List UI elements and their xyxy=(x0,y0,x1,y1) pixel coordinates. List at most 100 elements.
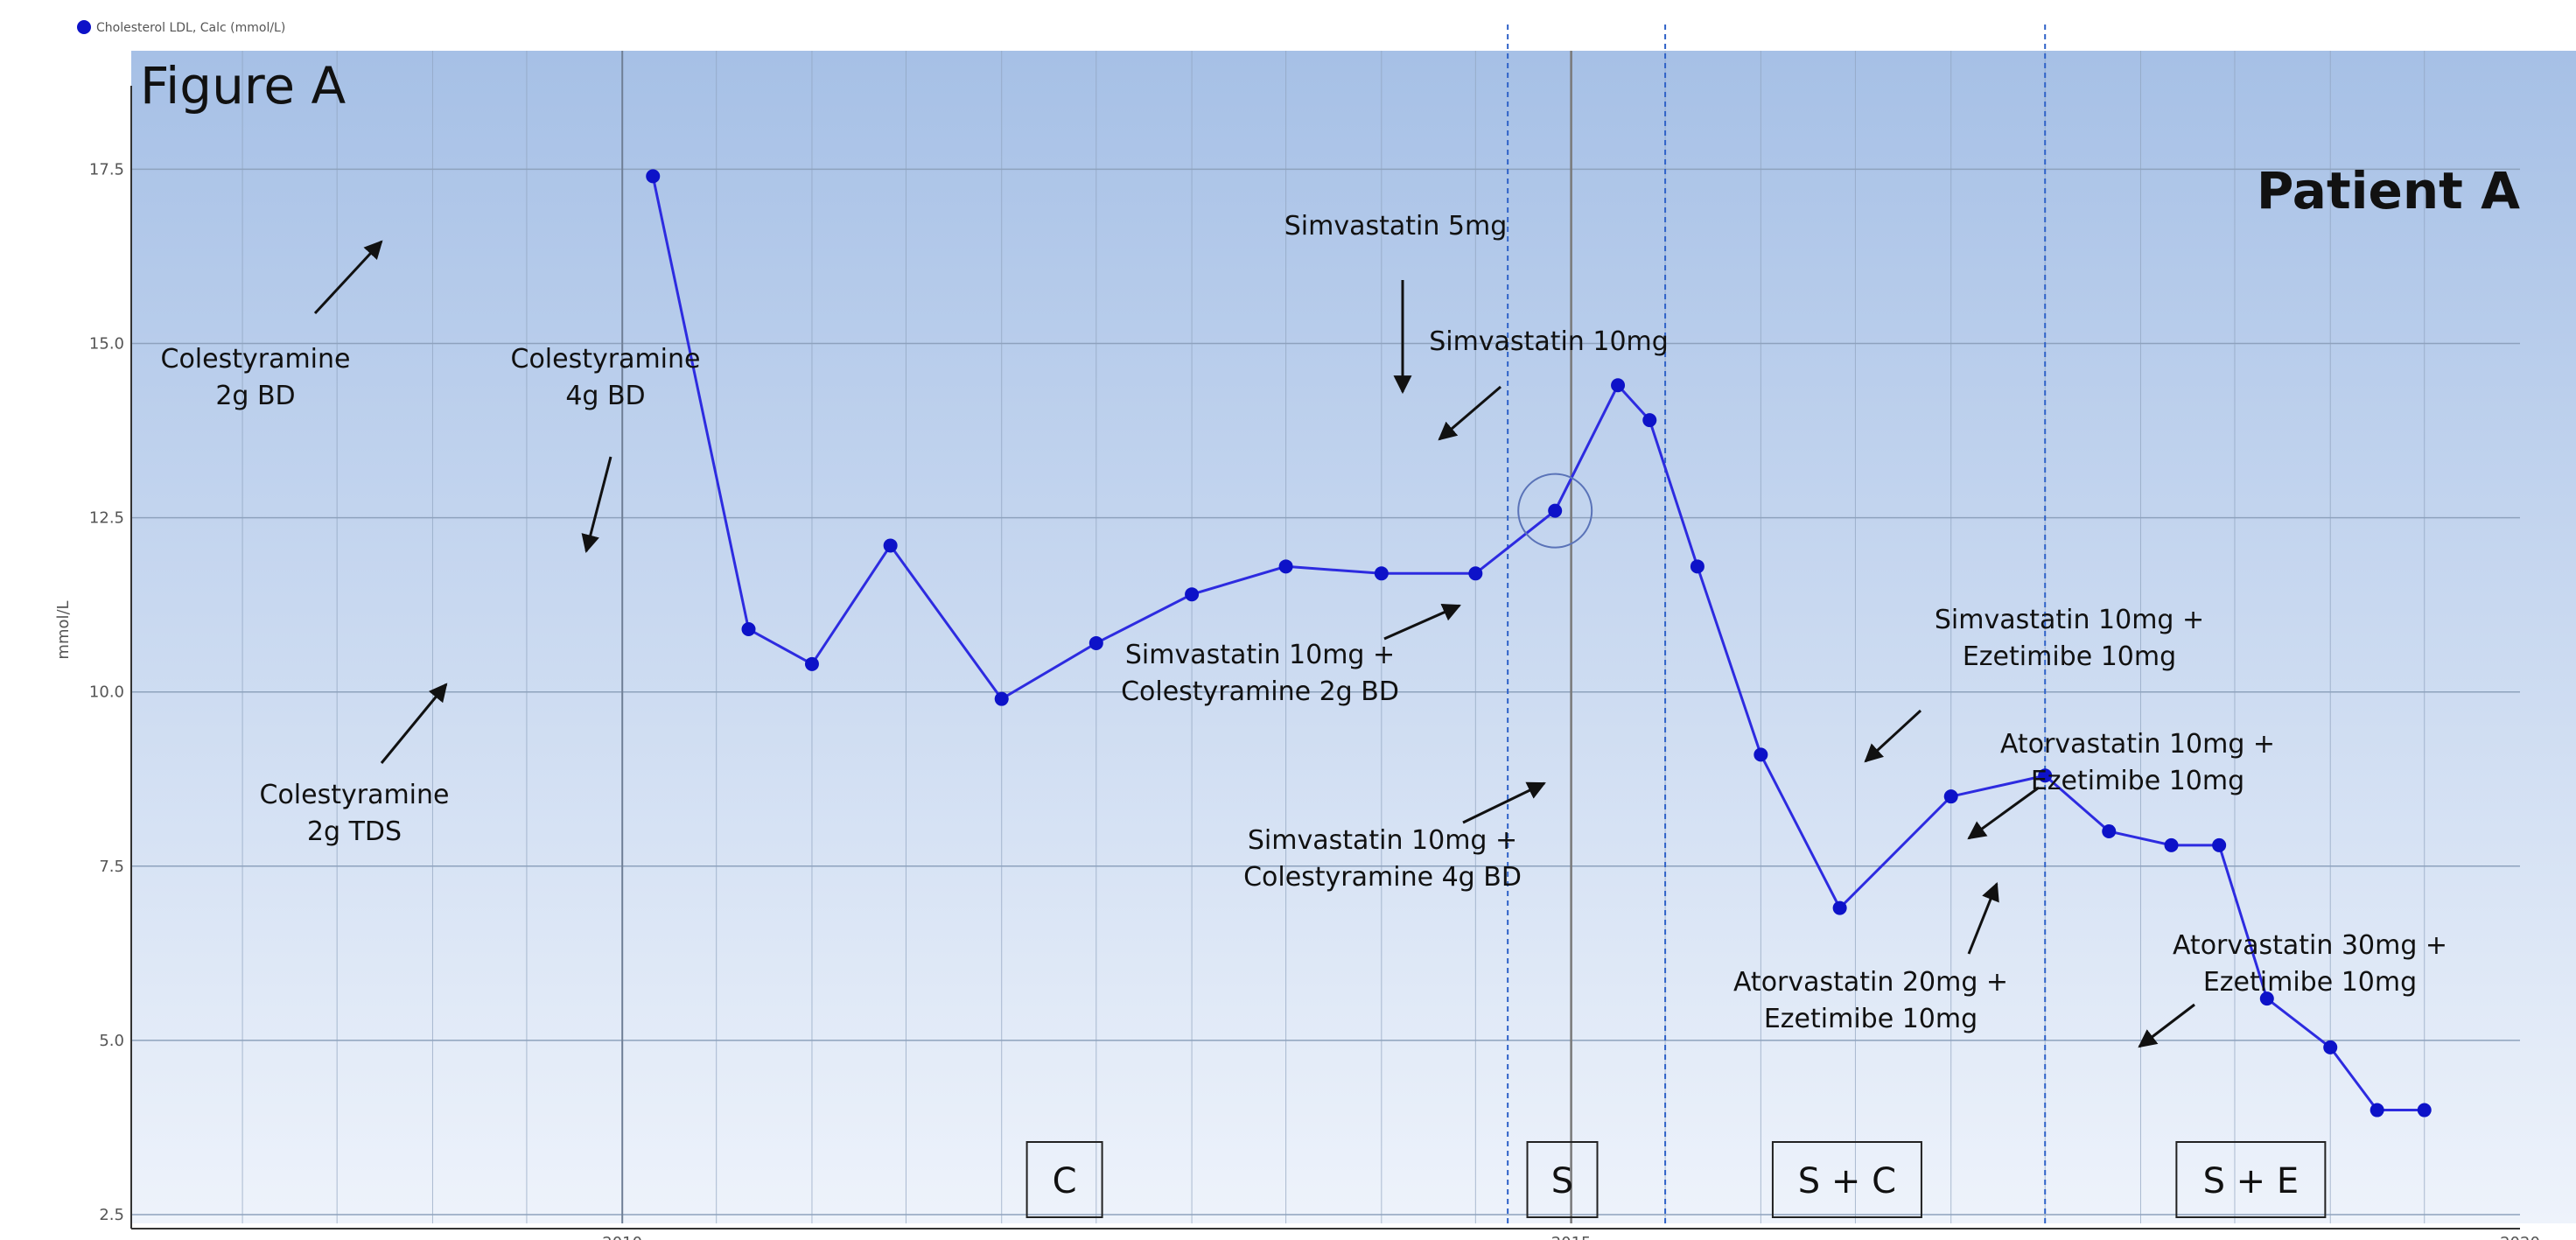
y-tick-label: 5.0 xyxy=(99,1032,124,1050)
annotation: Simvastatin 10mg + Colestyramine 2g BD xyxy=(1121,604,1461,707)
y-tick-label: 17.5 xyxy=(89,160,124,179)
data-point[interactable] xyxy=(1642,413,1657,428)
annotation-label: Ezetimibe 10mg xyxy=(2031,766,2244,796)
annotation-label: Simvastatin 10mg + xyxy=(1125,640,1395,670)
data-point[interactable] xyxy=(2164,837,2179,852)
annotation-arrow xyxy=(581,456,612,554)
y-tick-label: 7.5 xyxy=(99,858,124,876)
phase-box-frame xyxy=(1526,1141,1599,1218)
plot-area xyxy=(131,51,2576,1223)
phase-label: S + C xyxy=(1798,1161,1896,1201)
annotation-arrow xyxy=(1438,385,1502,441)
phase-label: C xyxy=(1053,1161,1077,1201)
data-point[interactable] xyxy=(2102,823,2117,838)
annotation-label: Colestyramine xyxy=(260,780,450,810)
x-tick-label: 2020 xyxy=(2500,1234,2540,1240)
patient-label: Patient A xyxy=(2257,161,2520,221)
data-point[interactable] xyxy=(1611,378,1626,393)
annotation: Simvastatin 5mg xyxy=(1284,211,1508,395)
legend-label: Cholesterol LDL, Calc (mmol/L) xyxy=(96,21,285,35)
annotation: Colestyramine 4g BD xyxy=(511,344,701,554)
data-point[interactable] xyxy=(1832,900,1847,915)
data-point[interactable] xyxy=(2212,837,2227,852)
data-point[interactable] xyxy=(994,691,1009,706)
x-tick-label: 2010 xyxy=(602,1234,642,1240)
annotation-label: Atorvastatin 30mg + xyxy=(2173,930,2447,961)
data-point[interactable] xyxy=(2417,1103,2432,1117)
y-axis-label: mmol/L xyxy=(54,600,73,659)
phase-box-frame xyxy=(1026,1141,1103,1218)
annotation: Atorvastatin 10mg + Ezetimibe 10mg xyxy=(1967,729,2275,840)
data-point[interactable] xyxy=(1185,587,1200,602)
phase-label: S xyxy=(1551,1161,1573,1201)
legend-marker xyxy=(77,20,91,34)
annotation-arrow xyxy=(1864,709,1922,763)
phase-lines xyxy=(1507,25,2047,1223)
data-point[interactable] xyxy=(1278,559,1293,574)
annotation-label: Atorvastatin 20mg + xyxy=(1733,967,2008,998)
data-point[interactable] xyxy=(1754,747,1768,762)
annotation-arrow xyxy=(1383,604,1461,641)
annotation-arrow xyxy=(1967,786,2040,840)
annotation-label: Colestyramine 2g BD xyxy=(1121,676,1399,707)
annotation: Atorvastatin 20mg + Ezetimibe 10mg xyxy=(1733,882,2008,1034)
phase-box: C xyxy=(1026,1141,1103,1218)
annotation: Colestyramine 2g BD xyxy=(161,240,383,411)
annotation-label: Simvastatin 5mg xyxy=(1284,211,1508,242)
annotation-label: Simvastatin 10mg + xyxy=(1248,825,1517,856)
data-point[interactable] xyxy=(646,169,661,184)
data-point[interactable] xyxy=(1374,566,1389,581)
annotation-arrow xyxy=(1462,781,1546,824)
data-point[interactable] xyxy=(2259,991,2274,1006)
phase-box: S + C xyxy=(1771,1141,1922,1218)
annotation-label: Atorvastatin 10mg + xyxy=(2000,729,2275,760)
y-tick-label: 10.0 xyxy=(89,683,124,702)
phase-box-frame xyxy=(2175,1141,2327,1218)
y-tick-label: 15.0 xyxy=(89,334,124,353)
phase-boxes: C S S + C S + E xyxy=(1026,1141,2327,1218)
data-point[interactable] xyxy=(883,538,898,553)
annotation-label: 2g TDS xyxy=(307,816,402,847)
annotation-arrow xyxy=(2138,1003,2195,1048)
annotation-label: Simvastatin 10mg + xyxy=(1935,605,2204,635)
data-series xyxy=(646,169,2432,1117)
data-point[interactable] xyxy=(1468,566,1483,581)
y-tick-label: 2.5 xyxy=(99,1206,124,1224)
y-tick-label: 12.5 xyxy=(89,509,124,528)
highlight-circle xyxy=(1517,473,1593,549)
phase-box: S + E xyxy=(2175,1141,2327,1218)
annotation: Atorvastatin 30mg + Ezetimibe 10mg xyxy=(2138,930,2447,1048)
annotation-label: Ezetimibe 10mg xyxy=(1963,641,2176,672)
data-point[interactable] xyxy=(1088,635,1103,650)
data-point[interactable] xyxy=(2038,768,2053,783)
annotation-label: Ezetimibe 10mg xyxy=(1764,1004,1978,1034)
annotation-arrow xyxy=(1967,882,1999,955)
phase-label: S + E xyxy=(2203,1161,2300,1201)
phase-box: S xyxy=(1526,1141,1599,1218)
annotation-label: 4g BD xyxy=(565,381,645,411)
annotation: Colestyramine 2g TDS xyxy=(260,683,450,847)
annotation-label: Simvastatin 10mg xyxy=(1429,326,1669,357)
annotation: Simvastatin 10mg + Colestyramine 4g BD xyxy=(1243,781,1546,893)
data-point[interactable] xyxy=(741,622,756,637)
data-point[interactable] xyxy=(1548,503,1563,518)
annotation-label: Colestyramine xyxy=(511,344,701,375)
data-point[interactable] xyxy=(2370,1103,2384,1117)
annotation-label: Ezetimibe 10mg xyxy=(2203,967,2417,998)
data-point[interactable] xyxy=(1943,789,1958,804)
data-point[interactable] xyxy=(2323,1040,2338,1054)
chart-legend: Cholesterol LDL, Calc (mmol/L) xyxy=(77,20,285,35)
phase-box-frame xyxy=(1771,1141,1922,1218)
annotation: Simvastatin 10mg + Ezetimibe 10mg xyxy=(1864,605,2204,763)
x-tick-label: 2015 xyxy=(1551,1234,1592,1240)
annotation-arrow xyxy=(313,240,383,315)
annotation-arrow xyxy=(380,683,448,764)
data-point[interactable] xyxy=(1690,559,1704,574)
axes: 2.5 5.0 7.5 10.0 12.5 15.0 17.5 2010 2015 2020 xyxy=(89,86,2540,1240)
annotation-label: Colestyramine 4g BD xyxy=(1243,862,1522,893)
figure-title: Figure A xyxy=(140,56,346,116)
data-point[interactable] xyxy=(804,656,819,671)
annotation-label: 2g BD xyxy=(215,381,295,411)
